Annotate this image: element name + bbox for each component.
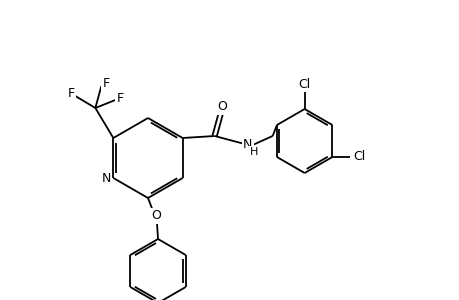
Text: Cl: Cl — [353, 151, 365, 164]
Text: O: O — [151, 209, 161, 223]
Text: F: F — [67, 86, 75, 100]
Text: N: N — [101, 172, 111, 184]
Text: N: N — [242, 139, 252, 152]
Text: F: F — [117, 92, 123, 104]
Text: Cl: Cl — [298, 77, 310, 91]
Text: H: H — [249, 147, 257, 157]
Text: O: O — [217, 100, 227, 113]
Text: F: F — [102, 76, 110, 89]
